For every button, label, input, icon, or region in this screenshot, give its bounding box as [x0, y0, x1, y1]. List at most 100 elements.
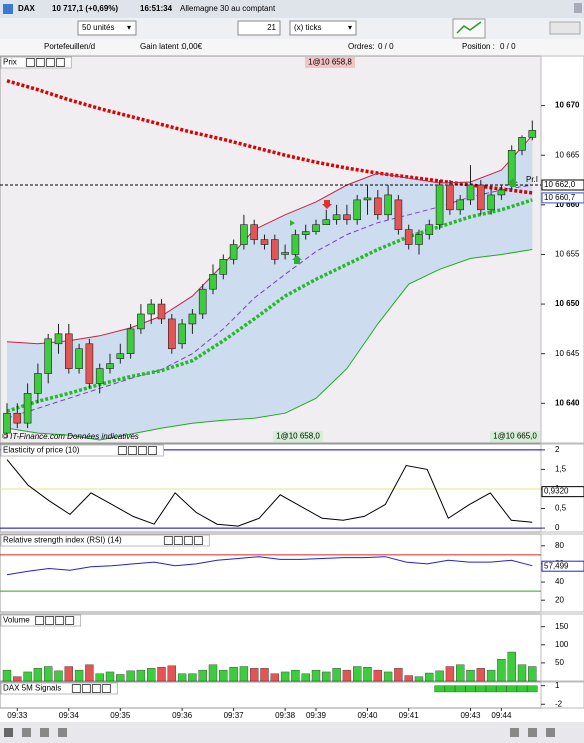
panel-icon[interactable]: [45, 58, 55, 67]
status-icon[interactable]: [510, 728, 519, 737]
axis-background: [540, 613, 584, 682]
signal-bar: [465, 685, 476, 693]
status-icon[interactable]: [58, 728, 67, 737]
status-bar: [0, 722, 584, 743]
quote: 10 717,1 (+0,69%): [52, 4, 118, 13]
buy-arrow: [292, 255, 302, 264]
ticks-input[interactable]: [237, 20, 281, 36]
panel-icon[interactable]: [117, 446, 127, 455]
settings-button[interactable]: [549, 21, 581, 35]
volume-bar: [270, 673, 279, 682]
signal-bar: [485, 685, 497, 693]
panel-icon[interactable]: [127, 446, 137, 455]
order-label-box: [273, 431, 323, 442]
x-tick-label: 09:43: [460, 711, 481, 720]
volume-bar: [301, 673, 310, 682]
panel-icon[interactable]: [91, 684, 101, 693]
panel-icon[interactable]: [193, 536, 203, 545]
panel-icon[interactable]: [183, 536, 193, 545]
volume-bar: [198, 669, 207, 682]
volume-bar: [404, 675, 413, 682]
volume-bar: [466, 669, 475, 682]
volume-bar: [383, 671, 393, 682]
volume-bar: [373, 669, 382, 682]
panel-icon[interactable]: [137, 446, 147, 455]
dropdown-arrow: ▾: [348, 23, 352, 32]
orders-label: Ordres:: [348, 42, 375, 51]
signal-bar: [496, 685, 507, 693]
close-button[interactable]: [574, 3, 582, 13]
candle-body: [363, 197, 372, 201]
volume-bar: [353, 666, 362, 682]
status-icon[interactable]: [546, 728, 555, 737]
candle-body: [34, 373, 42, 394]
panel-header: [0, 444, 164, 457]
panel-icon[interactable]: [55, 616, 65, 625]
y-tick-label: 20: [555, 595, 564, 604]
volume-bar: [528, 666, 537, 682]
candle-body: [75, 348, 83, 369]
panel-icon[interactable]: [147, 446, 157, 455]
panel-icon[interactable]: [25, 58, 35, 67]
candle-body: [281, 252, 289, 255]
candle-body: [168, 318, 176, 350]
x-tick-label: 09:36: [172, 711, 193, 720]
candle-body: [425, 224, 434, 235]
quantity-select[interactable]: [77, 20, 137, 36]
marker-box: [541, 560, 584, 572]
volume-bar: [13, 676, 22, 682]
volume-bar: [239, 666, 249, 682]
order-label: 1@10 665,0: [493, 432, 537, 441]
volume-bar: [177, 673, 187, 682]
axis-background: [540, 681, 584, 709]
volume-bar: [167, 665, 177, 682]
y-tick-label: 10 640: [555, 398, 580, 407]
candle-body: [415, 234, 423, 245]
signal-bar: [516, 685, 528, 693]
panel-icon[interactable]: [35, 616, 45, 625]
status-icon[interactable]: [22, 728, 31, 737]
panel-icon[interactable]: [55, 58, 65, 67]
status-icon[interactable]: [4, 728, 13, 737]
y-tick-label: 0: [555, 523, 560, 532]
overlay-line: [6, 198, 533, 413]
volume-bar: [260, 668, 269, 682]
panel-icon[interactable]: [45, 616, 55, 625]
status-icon[interactable]: [40, 728, 49, 737]
candle-body: [116, 353, 125, 359]
orders: 0 / 0: [378, 42, 394, 51]
marker-label: 0,9320: [544, 487, 569, 496]
gain-label: Gain latent :: [140, 42, 183, 51]
panel-icon[interactable]: [65, 616, 75, 625]
instrument: Allemagne 30 au comptant: [180, 4, 276, 13]
panel-icon[interactable]: [81, 684, 91, 693]
candle-body: [23, 393, 32, 424]
volume-bar: [476, 668, 485, 682]
volume-bar: [456, 664, 465, 682]
panel-header: [0, 534, 210, 547]
panel-header: [0, 682, 118, 695]
status-icon[interactable]: [528, 728, 537, 737]
y-tick-label: 150: [555, 622, 569, 631]
volume-bar: [74, 669, 84, 682]
panel-icon[interactable]: [35, 58, 45, 67]
x-tick-label: 09:39: [306, 711, 327, 720]
candle-body: [497, 189, 506, 196]
panel-icon[interactable]: [71, 684, 81, 693]
candle-body: [147, 303, 155, 315]
x-tick-label: 09:34: [59, 711, 80, 720]
marker-label: 10 662,0: [544, 180, 576, 189]
panel-icon[interactable]: [101, 684, 111, 693]
volume-bar: [425, 672, 434, 682]
x-tick-label: 09:41: [399, 711, 420, 720]
volume-bar: [54, 670, 63, 682]
overlay-line: [6, 249, 533, 441]
volume-bar: [280, 671, 290, 682]
ticks-unit-select[interactable]: [289, 20, 357, 36]
candle-body: [54, 333, 63, 345]
panel-icon[interactable]: [173, 536, 183, 545]
panel-title: Relative strength index (RSI) (14): [3, 536, 122, 545]
signal-bar: [434, 685, 445, 693]
candle-body: [301, 231, 310, 235]
panel-icon[interactable]: [163, 536, 173, 545]
